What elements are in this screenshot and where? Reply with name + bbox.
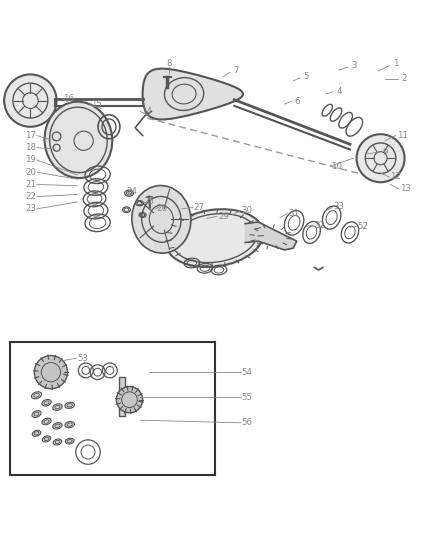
Ellipse shape (166, 209, 263, 267)
Text: 4: 4 (336, 87, 342, 96)
Text: 27: 27 (194, 203, 205, 212)
Text: 33: 33 (334, 202, 345, 211)
Bar (120, 376, 125, 416)
Circle shape (4, 75, 57, 127)
Text: 12: 12 (390, 173, 401, 182)
Text: 11: 11 (397, 131, 408, 140)
Text: 32: 32 (314, 221, 325, 230)
Ellipse shape (53, 423, 62, 429)
Text: 18: 18 (25, 143, 36, 152)
Text: 5: 5 (304, 72, 309, 81)
Ellipse shape (42, 418, 51, 425)
Circle shape (117, 386, 143, 413)
Text: 1: 1 (393, 59, 399, 68)
Text: 54: 54 (242, 368, 253, 377)
Text: 55: 55 (242, 393, 253, 402)
Text: 23: 23 (25, 204, 36, 213)
Text: 14: 14 (141, 107, 152, 116)
Text: 3: 3 (352, 61, 357, 70)
Text: 8: 8 (166, 59, 172, 68)
Ellipse shape (42, 436, 51, 442)
Ellipse shape (53, 404, 62, 410)
Text: 24: 24 (126, 187, 137, 196)
Text: 21: 21 (25, 180, 36, 189)
Text: 10: 10 (332, 161, 343, 171)
Text: 22: 22 (25, 192, 36, 201)
Ellipse shape (132, 185, 191, 253)
Text: 25: 25 (144, 197, 155, 206)
Polygon shape (245, 222, 297, 250)
Text: 52: 52 (357, 222, 369, 231)
Ellipse shape (45, 102, 112, 178)
Circle shape (34, 356, 67, 389)
Text: 6: 6 (295, 97, 300, 106)
Ellipse shape (42, 399, 51, 406)
Text: 53: 53 (77, 354, 88, 362)
Text: 17: 17 (25, 131, 36, 140)
Ellipse shape (65, 402, 74, 408)
Ellipse shape (32, 430, 41, 437)
Text: 29: 29 (218, 212, 229, 221)
Text: 15: 15 (91, 100, 102, 109)
Text: 13: 13 (400, 184, 411, 193)
Text: 26: 26 (157, 204, 168, 213)
Text: 20: 20 (25, 168, 36, 177)
Polygon shape (143, 69, 243, 119)
Bar (11, 342, 215, 475)
Ellipse shape (65, 422, 74, 427)
Text: 7: 7 (234, 67, 239, 75)
Text: 2: 2 (402, 74, 407, 83)
Text: 31: 31 (289, 209, 300, 218)
Circle shape (357, 134, 405, 182)
Ellipse shape (32, 410, 41, 417)
Text: 30: 30 (242, 206, 253, 215)
Text: 16: 16 (63, 94, 74, 103)
Ellipse shape (65, 438, 74, 444)
Text: 56: 56 (242, 418, 253, 427)
Text: 9: 9 (382, 148, 388, 157)
Ellipse shape (32, 392, 42, 399)
Ellipse shape (53, 439, 62, 445)
Text: 19: 19 (25, 156, 36, 165)
